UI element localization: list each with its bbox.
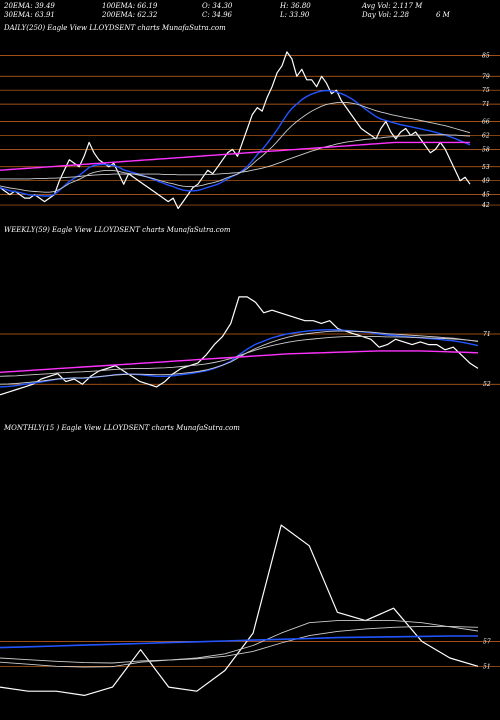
stat-day-vol: Day Vol: 2.28 bbox=[362, 11, 410, 19]
stat-high: H: 36.80 bbox=[280, 2, 311, 10]
daily-panel-title: DAILY(250) Eagle View LLOYDSENT charts M… bbox=[4, 24, 226, 32]
weekly-y-tick: 71 bbox=[483, 331, 491, 338]
monthly-y-tick: 57 bbox=[483, 638, 491, 645]
weekly-ema_gray2-line bbox=[0, 335, 479, 377]
daily-y-tick: 49 bbox=[481, 178, 490, 185]
daily-ema30-line bbox=[0, 101, 471, 193]
weekly-chart: 71 52 bbox=[0, 296, 500, 396]
daily-y-tick: 85 bbox=[482, 52, 490, 59]
monthly-panel-title: MONTHLY(15 ) Eagle View LLOYDSENT charts… bbox=[4, 424, 240, 432]
daily-y-tick: 79 bbox=[482, 73, 490, 80]
weekly-panel-title: WEEKLY(59) Eagle View LLOYDSENT charts M… bbox=[4, 226, 231, 234]
stat-ema20: 20EMA: 39.49 bbox=[4, 2, 55, 10]
stat-low: L: 33.90 bbox=[280, 11, 310, 19]
daily-y-tick: 45 bbox=[481, 192, 490, 199]
stat-extra: 6 M bbox=[436, 11, 450, 19]
daily-y-tick: 75 bbox=[482, 87, 490, 94]
stat-ema30: 30EMA: 63.91 bbox=[4, 11, 55, 19]
monthly-y-tick: 51 bbox=[483, 663, 491, 670]
daily-ema20-line bbox=[0, 89, 471, 197]
monthly-price-line bbox=[0, 524, 479, 696]
daily-y-tick: 53 bbox=[482, 164, 490, 171]
daily-y-tick: 71 bbox=[482, 101, 490, 108]
monthly-ema_blue-line bbox=[0, 635, 478, 649]
stat-open: O: 34.30 bbox=[202, 2, 233, 10]
weekly-y-tick: 52 bbox=[483, 381, 491, 388]
daily-y-tick: 66 bbox=[482, 119, 490, 126]
monthly-ema_gray1-line bbox=[0, 620, 479, 668]
monthly-chart: 57 51 bbox=[0, 524, 500, 696]
daily-price-line bbox=[0, 51, 471, 210]
daily-y-tick: 58 bbox=[482, 146, 490, 153]
stat-ema100: 100EMA: 66.19 bbox=[102, 2, 158, 10]
daily-ema200-line bbox=[0, 141, 470, 171]
daily-y-tick: 62 bbox=[482, 132, 490, 139]
stat-close: C: 34.96 bbox=[202, 11, 232, 19]
weekly-price-line bbox=[0, 296, 479, 396]
stats-header: 20EMA: 39.49 100EMA: 66.19 O: 34.30 H: 3… bbox=[4, 2, 494, 19]
daily-ema100-line bbox=[0, 134, 471, 180]
stat-avg-vol: Avg Vol: 2.117 M bbox=[362, 2, 423, 10]
weekly-ema_magenta-line bbox=[0, 350, 479, 373]
monthly-ema_gray2-line bbox=[0, 625, 479, 664]
daily-chart: 85 79 75 71 66 62 58 53 49 45 42 bbox=[0, 51, 500, 210]
stat-ema200: 200EMA: 62.32 bbox=[102, 11, 158, 19]
daily-y-tick: 42 bbox=[481, 202, 490, 209]
